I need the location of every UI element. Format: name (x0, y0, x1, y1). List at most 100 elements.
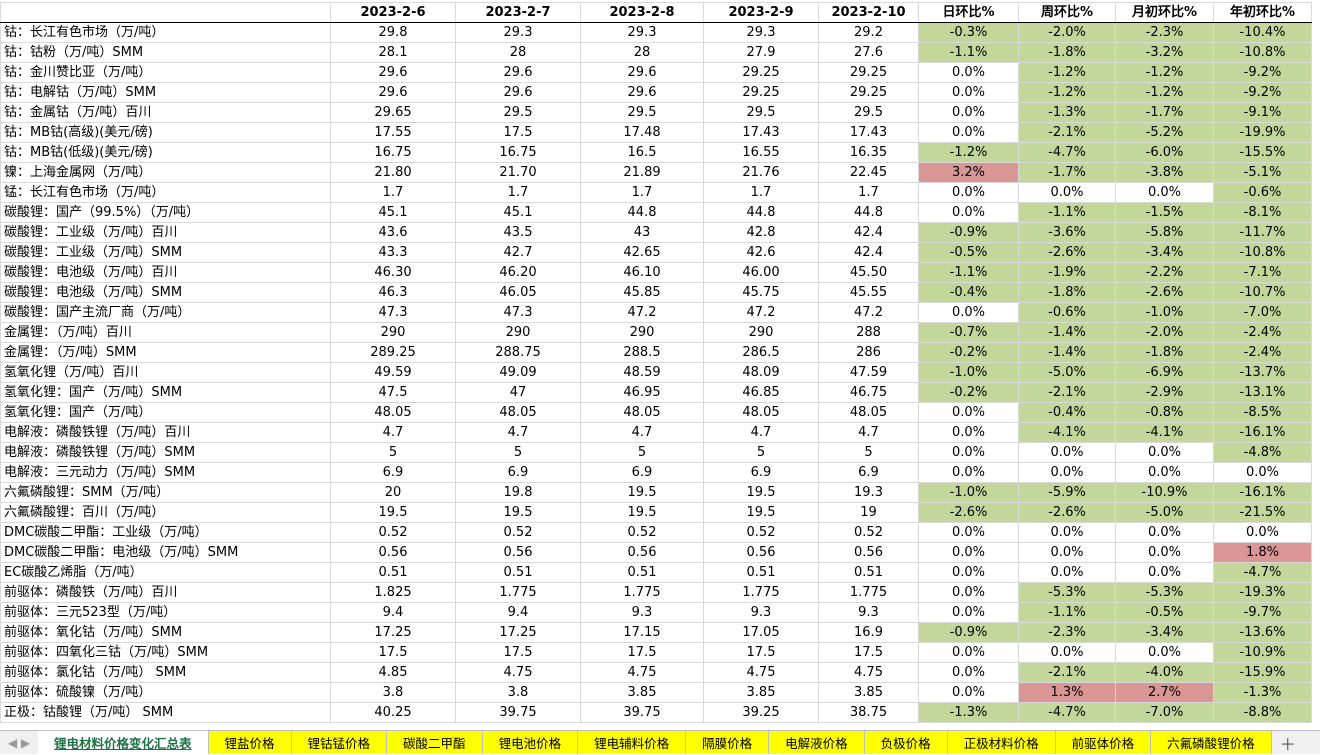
change-cell: 0.0% (918, 82, 1019, 103)
row-label: 钴：金川赞比亚（万/吨） (0, 62, 331, 83)
change-cell: 0.0% (918, 182, 1019, 203)
sheet-tab[interactable]: 碳酸二甲酯 (387, 731, 483, 754)
change-cell: -1.2% (1115, 82, 1214, 103)
price-cell: 1.7 (818, 182, 919, 203)
table-row: 前驱体：磷酸铁（万/吨）百川 1.825 1.775 1.775 1.775 1.775 0… (0, 582, 1312, 603)
price-cell: 47.2 (703, 302, 819, 323)
row-label: 钴：金属钴（万/吨）百川 (0, 102, 331, 123)
price-cell: 19.8 (455, 482, 581, 503)
add-sheet[interactable]: ＋ (1279, 734, 1296, 754)
price-cell: 28 (455, 42, 581, 63)
change-cell: -1.3% (1018, 102, 1116, 123)
tab-nav[interactable]: ◀ ▶ (7, 735, 31, 750)
price-cell: 9.4 (455, 602, 581, 623)
price-cell: 46.10 (580, 262, 704, 283)
price-cell: 16.55 (703, 142, 819, 163)
change-cell: 1.8% (1213, 542, 1312, 563)
row-label: EC碳酸乙烯脂（万/吨） (0, 562, 331, 583)
table-row: 碳酸锂：电池级（万/吨）SMM 46.3 46.05 45.85 45.75 45.55-… (0, 282, 1312, 303)
table-row: 镍：上海金属网（万/吨） 21.80 21.70 21.89 21.76 22.45 3.2… (0, 162, 1312, 183)
change-cell: 0.0% (918, 682, 1019, 703)
sheet-tab[interactable]: 锂电池价格 (482, 731, 579, 754)
price-cell: 46.85 (703, 382, 819, 403)
change-cell: -3.4% (1115, 622, 1214, 643)
change-cell: -2.6% (918, 502, 1019, 523)
sheet-tab[interactable]: 负极价格 (864, 731, 948, 754)
change-cell: 0.0% (1115, 542, 1214, 563)
table-row: 金属锂：（万/吨）百川 290 290 290 290 288 -0.7% -1.4% -2.0… (0, 322, 1312, 343)
change-cell: 0.0% (918, 582, 1019, 603)
table-row: 金属锂：（万/吨）SMM 289.25 288.75 288.5 286.5 286 -0.… (0, 342, 1312, 363)
price-cell: 29.3 (455, 22, 581, 43)
price-cell: 286 (818, 342, 919, 363)
sheet-tab[interactable]: 六氟磷酸锂价格 (1151, 731, 1272, 754)
change-cell: -1.8% (1018, 42, 1116, 63)
row-label: 前驱体：四氧化三钴（万/吨）SMM (0, 642, 331, 663)
price-cell: 43.6 (330, 222, 456, 243)
change-cell: 0.0% (1115, 182, 1214, 203)
price-cell: 289.25 (330, 342, 456, 363)
price-cell: 9.3 (580, 602, 704, 623)
price-cell: 1.7 (703, 182, 819, 203)
row-label: 电解液：磷酸铁锂（万/吨）SMM (0, 442, 331, 463)
price-cell: 1.7 (455, 182, 581, 203)
change-cell: -16.1% (1213, 422, 1312, 443)
price-cell: 0.51 (703, 562, 819, 583)
price-cell: 9.4 (330, 602, 456, 623)
change-cell: -0.4% (1018, 402, 1116, 423)
price-cell: 47.5 (330, 382, 456, 403)
price-cell: 29.25 (703, 62, 819, 83)
price-cell: 44.8 (703, 202, 819, 223)
price-cell: 46.3 (330, 282, 456, 303)
row-label: 前驱体：磷酸铁（万/吨）百川 (0, 582, 331, 603)
change-cell: -5.0% (1018, 362, 1116, 383)
table-row: 钴：金属钴（万/吨）百川 29.65 29.5 29.5 29.5 29.5 0.0% -1.… (0, 102, 1312, 123)
sheet-tab[interactable]: 隔膜价格 (686, 731, 770, 754)
header-row: 2023-2-6 2023-2-7 2023-2-8 2023-2-9 2023-2-1… (0, 2, 1312, 23)
change-cell: -8.5% (1213, 402, 1312, 423)
price-cell: 4.7 (818, 422, 919, 443)
price-cell: 29.2 (818, 22, 919, 43)
row-label: 前驱体：硫酸镍（万/吨） (0, 682, 331, 703)
sheet-tab[interactable]: 前驱体价格 (1055, 731, 1152, 754)
change-cell: -1.2% (1115, 62, 1214, 83)
change-cell: -4.7% (1018, 702, 1116, 723)
price-cell: 1.775 (455, 582, 581, 603)
price-cell: 1.825 (330, 582, 456, 603)
price-cell: 0.56 (455, 542, 581, 563)
price-cell: 29.6 (330, 82, 456, 103)
sheet-tab[interactable]: 电解液价格 (769, 731, 865, 754)
change-cell: -2.4% (1213, 342, 1312, 363)
sheet-tab[interactable]: 正极材料价格 (947, 731, 1056, 754)
price-cell: 29.5 (703, 102, 819, 123)
table-row: 钴：MB钴(低级)(美元/磅) 16.75 16.75 16.5 16.55 16.35-… (0, 142, 1312, 163)
price-cell: 43 (580, 222, 704, 243)
table-row: DMC碳酸二甲酯：工业级（万/吨） 0.52 0.52 0.52 0.52 0.52 0.0… (0, 522, 1312, 543)
change-cell: 0.0% (918, 62, 1019, 83)
sheet-tab[interactable]: 锂电材料价格变化汇总表 (38, 731, 209, 754)
price-cell: 1.7 (580, 182, 704, 203)
change-cell: -0.3% (918, 22, 1019, 43)
price-cell: 46.30 (330, 262, 456, 283)
sheet-tab[interactable]: 锂电辅料价格 (578, 731, 687, 754)
change-cell: -10.8% (1213, 42, 1312, 63)
price-cell: 4.75 (703, 662, 819, 683)
table-row: 电解液：磷酸铁锂（万/吨）百川 4.7 4.7 4.7 4.7 4.7 0.0% -4.1% -… (0, 422, 1312, 443)
price-cell: 0.51 (455, 562, 581, 583)
price-cell: 45.75 (703, 282, 819, 303)
price-cell: 47.3 (330, 302, 456, 323)
price-cell: 16.75 (330, 142, 456, 163)
row-label: 前驱体：三元523型（万/吨） (0, 602, 331, 623)
change-cell: -4.1% (1018, 422, 1116, 443)
table-row: 碳酸锂：电池级（万/吨）百川 46.30 46.20 46.10 46.00 45.50-… (0, 262, 1312, 283)
price-cell: 16.9 (818, 622, 919, 643)
table-row: 钴：金川赞比亚（万/吨） 29.6 29.6 29.6 29.25 29.25 0.0% -1… (0, 62, 1312, 83)
sheet-tab[interactable]: 锂盐价格 (208, 731, 292, 754)
price-cell: 39.75 (455, 702, 581, 723)
change-cell: -1.0% (1115, 302, 1214, 323)
sheet-tab[interactable]: 锂钴锰价格 (291, 731, 388, 754)
row-label: 前驱体：氯化钴（万/吨） SMM (0, 662, 331, 683)
change-cell: -2.6% (1115, 282, 1214, 303)
price-cell: 45.1 (455, 202, 581, 223)
price-cell: 9.3 (703, 602, 819, 623)
